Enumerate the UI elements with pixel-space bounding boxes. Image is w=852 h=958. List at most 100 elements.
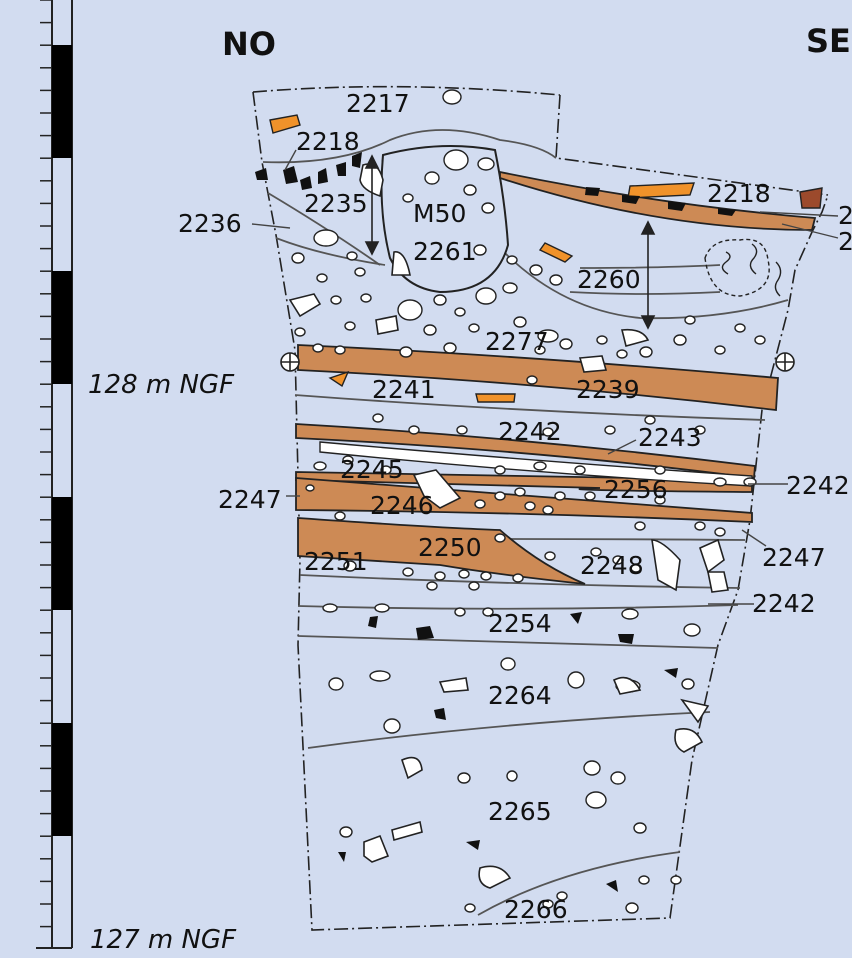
pebble: [342, 455, 354, 465]
pebble: [372, 413, 384, 423]
pebble: [559, 338, 573, 350]
pebble: [537, 329, 559, 343]
pebble: [402, 567, 414, 577]
pebble: [526, 375, 538, 385]
pebble: [477, 157, 495, 171]
layer-label: 2241: [372, 375, 436, 404]
pebble: [481, 202, 495, 214]
clay-layer-2218-right: [499, 170, 817, 231]
pebble: [494, 491, 506, 501]
clay-layer-2242: [295, 423, 756, 480]
pebble: [714, 345, 726, 355]
pebble: [313, 461, 327, 471]
layer-label: 2247: [218, 485, 282, 514]
pebble: [494, 465, 506, 475]
pebble: [524, 501, 536, 511]
layer-label: 2246: [370, 491, 434, 520]
layer-label: 2256: [604, 475, 668, 504]
pebble: [544, 551, 556, 561]
scale-black-segment: [52, 497, 72, 610]
pebble: [621, 608, 639, 620]
pebble: [322, 603, 338, 613]
layer-label: 2235: [304, 189, 368, 218]
pebble: [443, 149, 469, 171]
layer-label: 2261: [413, 237, 477, 266]
pebble: [312, 343, 324, 353]
layer-label: 2217: [346, 89, 410, 118]
pebble: [542, 505, 554, 515]
layer-label: 2247: [762, 543, 826, 572]
layer-label: 2264: [488, 681, 552, 710]
layer-label: 2245: [340, 455, 404, 484]
layer-label: 2265: [488, 797, 552, 826]
pebble: [328, 677, 344, 691]
pebble: [644, 415, 656, 425]
pebble: [743, 477, 757, 487]
pebble: [468, 323, 480, 333]
pebble: [514, 487, 526, 497]
pebble: [443, 342, 457, 354]
layer-label: 2242: [498, 417, 562, 446]
pebble: [574, 465, 586, 475]
charcoal-fragments: [255, 152, 736, 892]
label-leader-lines: [251, 149, 839, 605]
layer-labels: 2217 2218 2218 2235 2236 M50 2261 2260 2…: [178, 89, 852, 924]
pebble: [346, 251, 358, 261]
pebble: [502, 282, 518, 294]
pebble: [473, 244, 487, 256]
pebble: [713, 477, 727, 487]
pebble: [434, 571, 446, 581]
layer-label: 2236: [178, 209, 242, 238]
layer-label: 2260: [577, 265, 641, 294]
layer-label: 2218: [296, 127, 360, 156]
pebble: [596, 335, 608, 345]
pebble: [383, 718, 401, 734]
pebble: [339, 826, 353, 838]
pebble: [590, 547, 602, 557]
large-stones: [288, 163, 729, 889]
pebble: [639, 346, 653, 358]
pebble: [616, 349, 628, 359]
pebble: [567, 671, 585, 689]
layer-label: 2254: [488, 609, 552, 638]
pebble: [612, 555, 624, 565]
pebble: [305, 484, 315, 492]
scale-black-segment: [52, 271, 72, 384]
layer-label: 2242: [752, 589, 816, 618]
survey-point-markers: [280, 352, 795, 372]
pebble: [694, 521, 706, 531]
tile-fragment: [538, 242, 574, 263]
pebble: [542, 427, 554, 437]
pebble: [673, 334, 687, 346]
pebble: [424, 171, 440, 185]
pebble: [534, 345, 546, 355]
pebble: [423, 324, 437, 336]
pebble: [683, 623, 701, 637]
tile-fragment: [269, 114, 301, 134]
pebble: [694, 425, 706, 435]
pebble: [408, 425, 420, 435]
pebble: [554, 491, 566, 501]
pebble: [506, 255, 518, 265]
pebble: [482, 607, 494, 617]
pebble: [494, 533, 506, 543]
pebble: [464, 903, 476, 913]
pebble: [294, 327, 306, 337]
pebble: [670, 875, 682, 885]
pebble: [454, 307, 466, 317]
pebble: [463, 184, 477, 196]
pebble: [354, 267, 366, 277]
tile-fragment: [627, 182, 695, 199]
pebble: [344, 321, 356, 331]
pebble: [684, 315, 696, 325]
pebble: [442, 89, 462, 105]
pebble: [360, 293, 372, 303]
pebble: [654, 465, 666, 475]
pebble: [542, 899, 554, 909]
pebble: [556, 891, 568, 901]
pebble: [426, 581, 438, 591]
pebble: [475, 287, 497, 305]
pebble: [549, 274, 563, 286]
pebble: [334, 345, 346, 355]
